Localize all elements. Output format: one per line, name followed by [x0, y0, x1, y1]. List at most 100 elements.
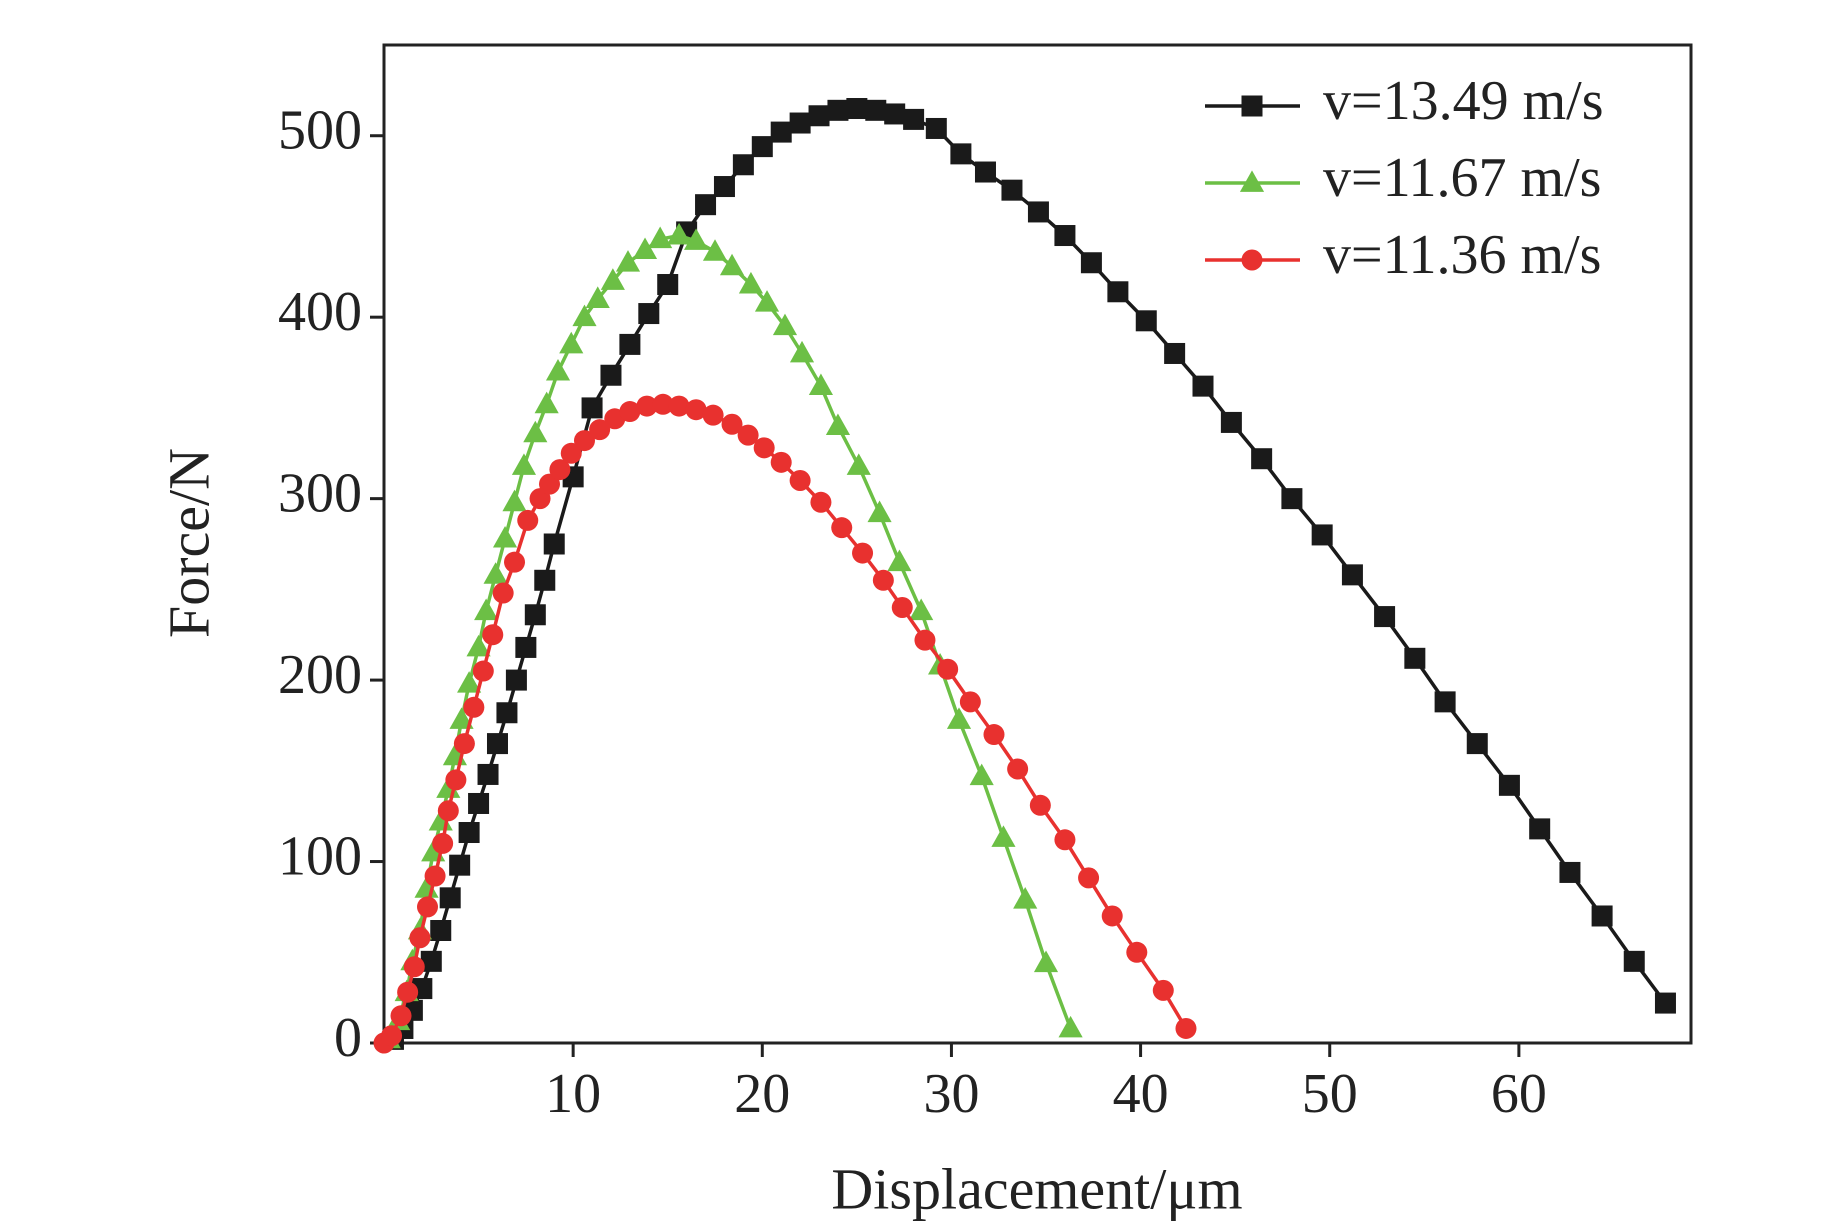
data-point [666, 222, 692, 245]
data-point [463, 696, 485, 718]
data-point [1058, 1015, 1083, 1038]
y-tick-label: 500 [278, 100, 362, 162]
data-point [559, 331, 584, 354]
data-point [753, 437, 775, 459]
data-point [974, 161, 996, 183]
y-tick-label: 300 [278, 462, 362, 524]
data-point [702, 239, 728, 261]
data-point [1033, 950, 1059, 973]
data-point [581, 397, 603, 419]
data-point [751, 136, 773, 158]
x-tick-label: 60 [1491, 1063, 1547, 1125]
data-point [1027, 201, 1049, 223]
data-point [1654, 992, 1676, 1014]
data-point [887, 549, 912, 572]
data-point [825, 413, 851, 435]
data-point [524, 604, 546, 626]
data-point [770, 451, 792, 473]
data-point [1164, 342, 1186, 364]
x-tick-label: 30 [923, 1063, 979, 1125]
data-point [517, 509, 539, 531]
data-point [810, 491, 832, 513]
y-tick-label: 100 [278, 825, 362, 887]
legend-marker [1241, 95, 1263, 117]
data-point [420, 950, 442, 972]
data-point [472, 660, 494, 682]
data-point [437, 800, 459, 822]
data-point [502, 489, 527, 512]
data-point [937, 658, 959, 680]
data-point [589, 419, 611, 441]
data-point [925, 117, 947, 139]
data-point [872, 569, 894, 591]
data-point [808, 373, 834, 396]
data-point [449, 854, 471, 876]
data-point [492, 582, 514, 604]
data-point [685, 399, 707, 421]
legend-marker [1239, 170, 1265, 192]
data-point [737, 424, 759, 446]
data-point [496, 702, 518, 724]
data-point [754, 290, 780, 312]
data-point [1434, 691, 1456, 713]
data-point [505, 669, 527, 691]
data-point [545, 359, 571, 381]
data-point [417, 896, 439, 918]
data-point [903, 108, 925, 130]
data-point [1107, 281, 1129, 303]
data-point [1192, 375, 1214, 397]
data-point [1623, 950, 1645, 972]
data-point [1466, 733, 1488, 755]
data-point [560, 442, 582, 464]
data-point [636, 395, 658, 417]
data-point [449, 707, 474, 729]
data-point [789, 469, 811, 491]
data-point [453, 733, 475, 755]
data-point [482, 624, 504, 646]
data-point [789, 112, 811, 134]
data-point [477, 763, 499, 785]
data-point [865, 99, 887, 121]
data-point [573, 430, 595, 452]
data-point [702, 404, 724, 426]
data-point [884, 103, 906, 125]
legend-text: v=13.49 m/s [1323, 70, 1604, 132]
data-point [1013, 887, 1038, 909]
data-point [648, 226, 673, 249]
data-point [638, 303, 660, 325]
data-point [600, 364, 622, 386]
data-point [668, 395, 690, 417]
data-point [468, 792, 490, 814]
data-point [483, 562, 508, 584]
legend-text: v=11.36 m/s [1323, 224, 1601, 286]
data-point [457, 671, 482, 693]
data-point [1054, 225, 1076, 247]
data-point [1080, 252, 1102, 274]
data-point [946, 707, 972, 729]
data-point [721, 413, 743, 435]
data-point [969, 763, 994, 786]
y-tick-label: 400 [278, 281, 362, 343]
legend-text: v=11.67 m/s [1323, 147, 1601, 209]
data-point [1175, 1017, 1197, 1039]
data-point [770, 121, 792, 143]
data-point [1498, 774, 1520, 796]
data-point [445, 769, 467, 791]
data-point [632, 237, 658, 259]
data-point [732, 154, 754, 176]
data-point [831, 517, 853, 539]
legend-marker [1241, 249, 1263, 271]
data-point [458, 822, 480, 844]
data-point [403, 956, 425, 978]
data-point [652, 393, 674, 415]
data-point [585, 286, 610, 308]
data-point [1311, 524, 1333, 546]
y-axis-label: Force/N [156, 448, 221, 638]
data-point [713, 176, 735, 198]
data-point [1135, 310, 1157, 332]
data-point [852, 542, 874, 564]
data-point [1591, 905, 1613, 927]
data-point [808, 105, 830, 127]
data-point [789, 340, 815, 363]
